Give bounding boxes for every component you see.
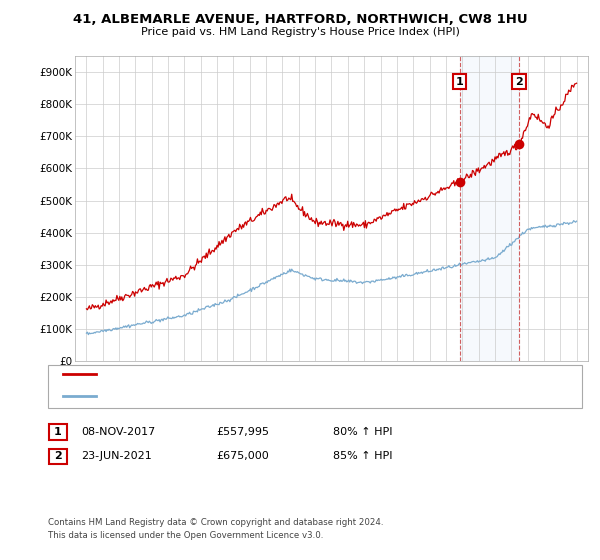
Text: 23-JUN-2021: 23-JUN-2021	[81, 451, 152, 461]
Text: 85% ↑ HPI: 85% ↑ HPI	[333, 451, 392, 461]
Bar	[460, 56, 519, 361]
Text: 41, ALBEMARLE AVENUE, HARTFORD, NORTHWICH, CW8 1HU (detached house): 41, ALBEMARLE AVENUE, HARTFORD, NORTHWIC…	[100, 368, 488, 379]
Text: 80% ↑ HPI: 80% ↑ HPI	[333, 427, 392, 437]
Text: 08-NOV-2017: 08-NOV-2017	[81, 427, 155, 437]
Text: 1: 1	[456, 77, 464, 87]
Text: £557,995: £557,995	[216, 427, 269, 437]
Text: 2: 2	[54, 451, 61, 461]
Text: Contains HM Land Registry data © Crown copyright and database right 2024.
This d: Contains HM Land Registry data © Crown c…	[48, 518, 383, 539]
Text: HPI: Average price, detached house, Cheshire West and Chester: HPI: Average price, detached house, Ches…	[100, 391, 414, 401]
Text: 1: 1	[54, 427, 61, 437]
Text: Price paid vs. HM Land Registry's House Price Index (HPI): Price paid vs. HM Land Registry's House …	[140, 27, 460, 38]
Text: 41, ALBEMARLE AVENUE, HARTFORD, NORTHWICH, CW8 1HU: 41, ALBEMARLE AVENUE, HARTFORD, NORTHWIC…	[73, 13, 527, 26]
Text: 2: 2	[515, 77, 523, 87]
Text: £675,000: £675,000	[216, 451, 269, 461]
